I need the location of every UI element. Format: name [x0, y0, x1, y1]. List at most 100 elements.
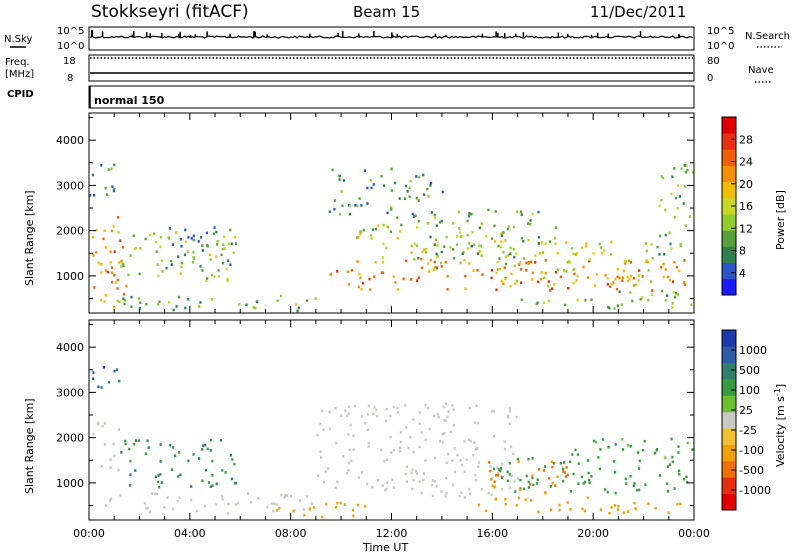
velocity-cell	[137, 439, 141, 442]
power-cell	[145, 303, 148, 306]
velocity-cell	[312, 506, 315, 509]
noise-spikes	[91, 30, 680, 37]
velocity-cell	[582, 482, 585, 485]
power-cell	[685, 164, 688, 167]
power-cell	[542, 276, 546, 280]
velocity-cell	[412, 418, 415, 421]
velocity-cell	[97, 385, 100, 389]
velocity-cell	[113, 369, 116, 373]
velocity-cell	[452, 408, 455, 411]
power-colorbar: 4 8 12 16 20 24 28	[721, 116, 753, 296]
velocity-cell	[515, 415, 518, 419]
velocity-cell	[389, 414, 392, 418]
power-cell	[336, 270, 339, 273]
power-cell	[610, 253, 613, 256]
velocity-cell	[452, 424, 455, 427]
power-cell	[201, 244, 204, 247]
power-cell	[624, 262, 627, 265]
power-cell	[666, 275, 669, 279]
colorbar-swatch	[722, 149, 736, 166]
power-cell	[629, 261, 633, 264]
power-cell	[113, 163, 116, 167]
velocity-cell	[643, 439, 646, 443]
colorbar-tick-label: 20	[739, 178, 753, 191]
velocity-cell	[409, 435, 412, 439]
power-cell	[520, 236, 523, 240]
velocity-cell	[350, 459, 353, 463]
power-cell	[390, 167, 393, 171]
velocity-cell	[508, 410, 512, 413]
velocity-cell	[659, 474, 662, 477]
power-cell	[215, 230, 218, 234]
power-cell	[113, 306, 116, 309]
velocity-cell	[329, 427, 332, 431]
velocity-cell	[444, 419, 447, 422]
noise-tick-bottom-left: 10^0	[57, 41, 84, 52]
velocity-cell	[392, 405, 395, 409]
power-cell	[138, 307, 141, 310]
velocity-cell	[396, 411, 399, 414]
power-cell	[382, 223, 385, 227]
power-cell	[584, 299, 587, 302]
power-cell	[433, 213, 436, 217]
power-cell	[441, 190, 444, 194]
power-cell	[593, 284, 596, 287]
power-cell	[671, 306, 674, 309]
velocity-cell	[143, 502, 146, 505]
velocity-cell	[510, 445, 513, 449]
power-cell	[339, 213, 342, 216]
velocity-cell	[371, 486, 374, 489]
velocity-cell	[324, 470, 327, 473]
power-cell	[354, 204, 357, 207]
power-cell	[676, 184, 680, 187]
power-cell	[487, 208, 490, 212]
power-cell	[119, 239, 122, 242]
power-cell	[639, 298, 642, 301]
power-cell	[491, 237, 494, 240]
velocity-cell	[160, 481, 163, 484]
colorbar-tick-label: 100	[739, 384, 760, 397]
power-cell	[527, 238, 530, 242]
velocity-cell	[381, 484, 384, 487]
power-cell	[377, 224, 380, 227]
power-cell	[374, 261, 377, 264]
velocity-cell	[537, 510, 540, 514]
velocity-cell	[398, 446, 402, 450]
velocity-cell	[305, 495, 308, 498]
power-cell	[625, 259, 628, 263]
velocity-cell	[224, 471, 227, 474]
power-cell	[368, 277, 371, 281]
power-cell	[537, 210, 540, 214]
velocity-cell	[614, 491, 617, 495]
power-cell	[502, 282, 505, 285]
power-cell	[544, 271, 547, 275]
velocity-cell	[424, 459, 427, 462]
power-cell	[226, 279, 229, 283]
power-cell	[429, 181, 433, 185]
power-cell	[424, 247, 427, 251]
velocity-cell	[367, 445, 370, 449]
velocity-cell	[654, 451, 657, 455]
velocity-cell	[496, 473, 499, 477]
colorbar-swatch	[722, 165, 736, 183]
power-cell	[612, 281, 615, 284]
x-tick-label: 08:00	[275, 527, 307, 540]
velocity-cell	[627, 444, 630, 447]
power-cell	[664, 299, 667, 302]
velocity-cell	[509, 486, 512, 489]
velocity-cell	[92, 371, 95, 374]
velocity-cell	[638, 488, 641, 492]
power-cell	[572, 281, 575, 285]
velocity-cell	[442, 405, 445, 409]
power-cell	[183, 253, 187, 257]
power-cell	[674, 295, 677, 299]
power-cell	[153, 232, 156, 235]
velocity-cell	[447, 452, 450, 456]
velocity-ylabel: Slant Range [km]	[23, 398, 36, 494]
velocity-cell	[566, 473, 569, 477]
velocity-cell	[385, 458, 388, 461]
velocity-cell	[683, 477, 686, 481]
power-cell	[531, 212, 534, 216]
power-cell	[167, 236, 170, 239]
power-cell	[662, 262, 665, 266]
